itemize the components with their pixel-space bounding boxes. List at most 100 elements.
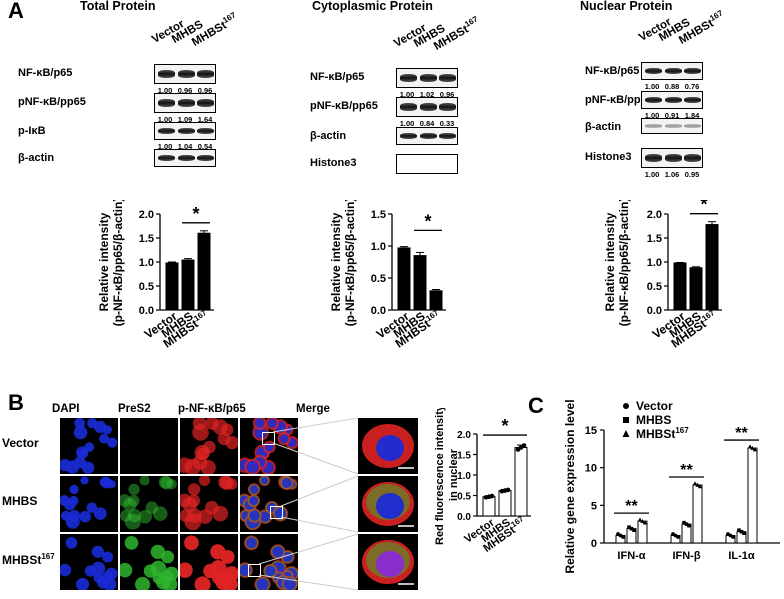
cell: [202, 440, 216, 454]
data-point: [742, 531, 746, 535]
zoomed-cell: [362, 482, 414, 527]
data-point: [621, 535, 625, 539]
blot-strip: [396, 127, 458, 145]
quant-value: 1.00: [644, 82, 660, 91]
cell: [60, 563, 72, 577]
legend-marker: [623, 403, 629, 409]
data-point: [737, 528, 741, 532]
section-title: Cytoplasmic Protein: [312, 0, 433, 13]
cell: [279, 434, 289, 444]
bar: [689, 267, 703, 311]
cell: [246, 460, 259, 474]
cell: [254, 418, 265, 429]
pres2-image: [120, 476, 178, 532]
y-axis-label: in nuclear: [448, 448, 460, 501]
column-header: p-NF-κB/p65: [178, 403, 246, 415]
cell: [180, 562, 193, 578]
blot-band: [158, 154, 175, 162]
data-point: [629, 526, 634, 531]
quant-row: 1.00 1.04 0.54: [155, 142, 215, 151]
y-axis-label: (p-NF-κB/pp65/β-actin): [617, 200, 631, 326]
legend-marker: [622, 430, 630, 437]
cell: [106, 437, 118, 448]
section-title: Nuclear Protein: [580, 0, 673, 13]
cell: [160, 476, 174, 490]
y-axis-label: Red fluorescence intensity: [434, 408, 446, 545]
quant-value: 0.76: [684, 82, 700, 91]
cell: [93, 507, 107, 520]
y-tick-label: 2.0: [139, 209, 154, 221]
y-tick-label: 0.5: [457, 492, 471, 503]
quant-value: 1.09: [177, 115, 193, 124]
quant-row: 1.00 0.84 0.33: [397, 119, 457, 128]
data-point: [505, 487, 511, 493]
blot-band: [645, 124, 662, 128]
blot-band: [197, 99, 214, 107]
blot-strip: [396, 154, 458, 174]
blot-row-label: NF-κB/p65: [585, 65, 640, 77]
y-tick-label: 1.5: [371, 209, 386, 221]
quant-value: 0.95: [684, 170, 700, 179]
quant-value: 1.00: [399, 119, 415, 128]
cell: [84, 442, 95, 452]
data-point: [752, 447, 758, 452]
blot-row-label: pNF-κB/pp65: [310, 100, 378, 112]
y-tick-label: 1.5: [139, 233, 154, 245]
blot-band: [177, 70, 195, 78]
cell: [212, 505, 229, 522]
cell: [65, 537, 78, 549]
quant-value: 0.54: [197, 142, 213, 151]
superscript: 167: [41, 552, 55, 561]
quant-value: 1.02: [419, 90, 435, 99]
quant-value: 1.00: [157, 86, 173, 95]
blot-band: [197, 70, 214, 78]
y-tick-label: 0.0: [371, 305, 386, 317]
blot-band: [197, 127, 214, 135]
data-point: [489, 493, 495, 499]
y-tick-label: 2.0: [647, 209, 662, 221]
quant-row: 1.00 1.06 0.95: [642, 170, 702, 179]
cell: [217, 432, 231, 446]
merge-image: [240, 534, 298, 590]
blot-band: [177, 99, 195, 107]
significance-star: *: [700, 200, 707, 215]
cell: [103, 577, 117, 590]
blot-band: [400, 103, 417, 111]
cell: [249, 496, 259, 506]
y-axis-label: Relative gene expression level: [563, 399, 577, 573]
blot-band: [439, 74, 456, 82]
cell: [256, 578, 269, 590]
pres2-cells: [120, 418, 178, 474]
y-tick-label: 0: [591, 538, 597, 550]
cell: [274, 507, 287, 520]
cell: [281, 478, 292, 489]
blot-band: [400, 132, 417, 140]
blot-row-label: NF-κB/p65: [310, 71, 365, 83]
cell: [143, 564, 158, 578]
cell: [120, 562, 133, 578]
quant-row: 1.00 0.88 0.76: [642, 82, 702, 91]
cell: [65, 460, 80, 474]
cell: [134, 576, 151, 590]
y-tick-label: 2.0: [457, 430, 471, 441]
blot-row-label: pNF-κB/pp65: [18, 96, 86, 108]
cell: [91, 545, 104, 558]
blot-strip: [154, 93, 216, 113]
blot-band: [419, 74, 437, 82]
legend-marker: [623, 417, 629, 423]
cell: [68, 495, 79, 506]
blot-row-label: β-actin: [310, 130, 347, 142]
zoom-box: [248, 564, 261, 577]
blot-band: [158, 99, 175, 107]
cell: [267, 418, 277, 428]
quant-value: 0.96: [439, 90, 455, 99]
cell: [127, 494, 140, 507]
cell: [150, 544, 165, 559]
dapi-image: [60, 534, 118, 590]
chart-nuclear-protein: 0.00.51.01.52.0VectorMHBSMHBSt167*Relati…: [603, 200, 722, 351]
cell: [101, 477, 113, 489]
cell: [79, 510, 91, 523]
data-point: [684, 522, 689, 526]
cell: [272, 546, 284, 558]
y-tick-label: 0.0: [647, 305, 662, 317]
